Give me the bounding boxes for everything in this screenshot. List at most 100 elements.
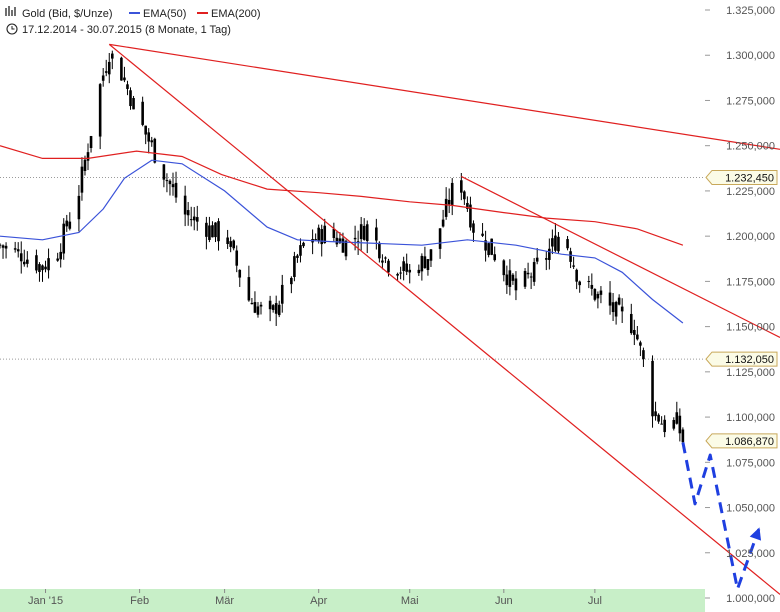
candle-body [362,225,366,240]
candle-body [617,297,621,305]
candle-body [620,306,624,312]
candle-body [444,198,448,217]
candle-body [408,269,412,273]
candle-body [441,219,445,227]
candle-body [144,125,147,135]
candle-body [566,239,569,249]
candle-body [672,419,676,429]
candle-body [235,250,239,266]
candle-body [132,98,135,110]
candle-body [608,292,612,306]
candle-body [208,225,211,240]
candle-body [447,199,451,205]
candle-body [402,261,405,271]
candle-body [353,237,357,240]
candle-body [572,265,575,267]
candle-body [16,249,20,252]
candle-body [0,244,2,246]
candle-body [384,257,387,259]
candle-body [396,273,399,276]
candle-body [335,237,339,245]
candle-body [460,180,463,193]
candle-body [463,191,466,200]
candle-body [341,238,345,253]
candle-body [293,256,296,277]
candle-body [469,204,472,228]
candle-body [472,223,475,233]
x-tick-label: Feb [130,595,149,607]
candle-body [110,53,114,59]
candle-body [554,235,557,251]
candle-body [438,228,442,249]
candle-body [153,138,157,163]
candle-body [13,248,17,250]
candle-body [98,84,102,137]
candle-body [47,258,50,271]
y-tick-label: 1.000,000 [726,593,775,605]
y-tick-label: 1.200,000 [726,231,775,243]
candle-body [165,180,169,182]
period-label: 17.12.2014 - 30.07.2015 (8 Monate, 1 Tag… [22,24,231,36]
candle-body [399,272,402,274]
candle-body [107,61,111,75]
candle-body [317,227,320,241]
candle-body [423,256,427,269]
candle-body [253,302,257,313]
candle-body [484,240,487,251]
candle-body [551,238,554,247]
candle-body [238,269,242,278]
candle-body [511,274,515,281]
candle-body [338,238,342,243]
candle-body [277,304,281,316]
candle-body [426,259,430,270]
candle-body [232,240,235,249]
y-tick-label: 1.225,000 [726,186,775,198]
candle-body [429,249,433,261]
projection-arrow-head [749,527,762,541]
candle-body [481,233,484,236]
candle-body [663,419,666,433]
candle-body [126,84,129,89]
candle-body [466,202,469,209]
instrument-label: Gold (Bid, $/Unze) [22,8,112,20]
chart-type-icon [5,6,16,16]
candle-body [557,236,560,252]
candle-body [120,57,123,81]
candle-body [529,276,533,278]
candle-body [68,221,72,229]
candle-body [651,360,654,417]
candles [0,50,685,445]
candle-body [417,269,421,274]
candle-body [290,277,293,285]
candle-body [356,241,360,243]
y-tick-label: 1.150,000 [726,322,775,334]
y-tick-label: 1.300,000 [726,50,775,62]
candle-body [593,288,597,300]
candle-body [302,242,305,247]
candle-body [183,195,187,215]
x-axis: Jan '15 Feb Mär Apr Mai Jun Jul [28,589,602,607]
candle-body [19,253,23,262]
candle-body [493,254,497,261]
candle-body [344,240,348,257]
price-badge [705,433,778,449]
candle-body [101,75,105,81]
y-tick-label: 1.100,000 [726,412,775,424]
candle-body [296,255,299,258]
candle-body [56,258,59,261]
candle-body [314,239,317,241]
candle-body [1,245,5,248]
candle-body [332,228,336,238]
candle-body [104,71,108,73]
candle-body [502,260,506,276]
candle-body [211,225,214,238]
candle-body [65,220,69,227]
candle-body [259,304,263,307]
candle-body [678,415,682,434]
candle-body [611,302,615,313]
price-badge-label: 1.132,050 [725,354,774,366]
candle-body [280,284,284,304]
candle-body [299,245,302,256]
candle-body [487,243,490,256]
legend-ema200-label: EMA(200) [211,8,261,20]
